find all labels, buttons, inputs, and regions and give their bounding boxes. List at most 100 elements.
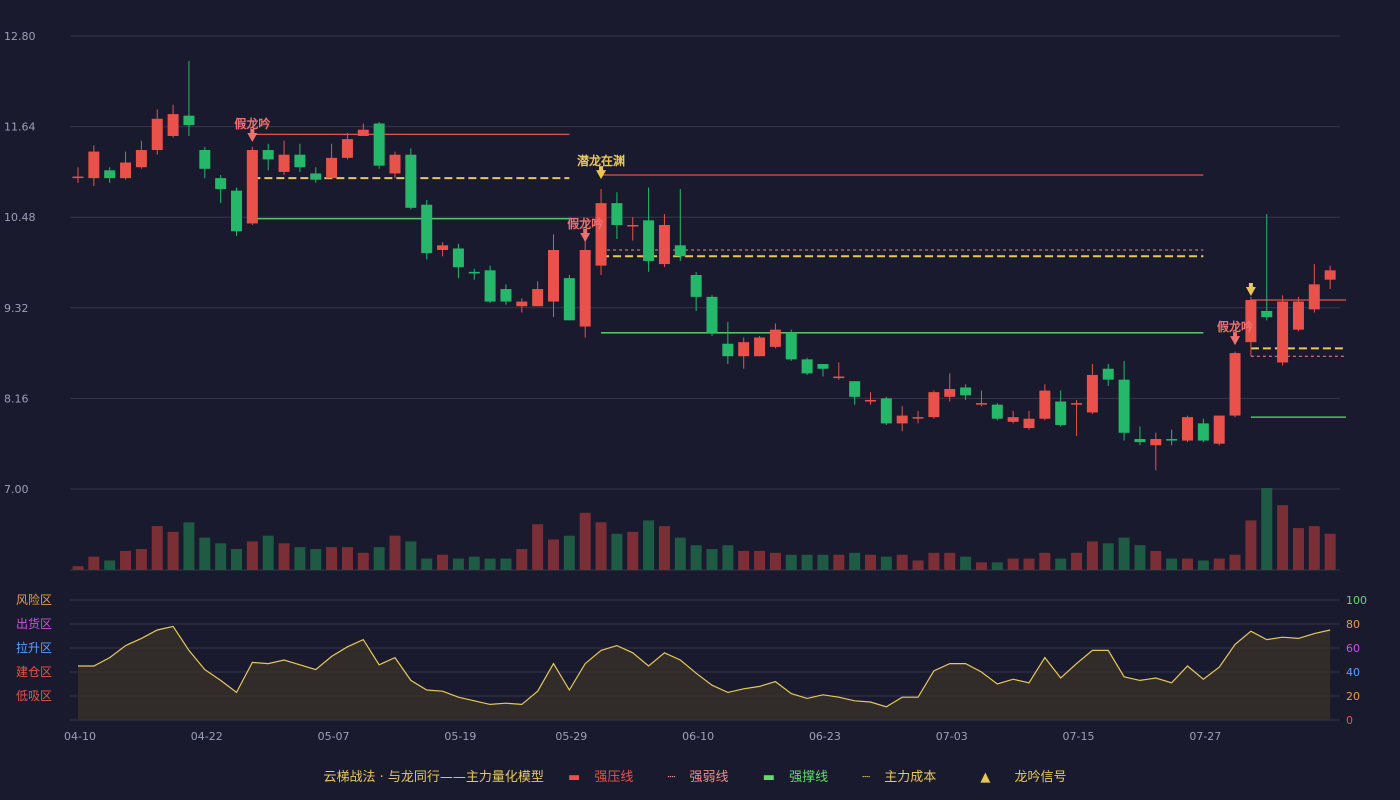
volume-bar <box>1324 533 1336 570</box>
oscillator-zone-label: 风险区 <box>16 592 52 607</box>
candle-body <box>849 381 861 397</box>
volume-bar <box>833 554 845 570</box>
candle-body <box>1023 418 1035 429</box>
volume-bar <box>754 550 766 570</box>
volume-bar <box>880 556 892 570</box>
volume-bar <box>595 522 607 570</box>
candle-body <box>1134 439 1146 443</box>
volume-bar <box>1118 537 1130 570</box>
volume-bar <box>1261 488 1273 570</box>
volume-bar <box>785 554 797 570</box>
candle-body <box>611 203 623 226</box>
volume-bar <box>1007 558 1019 570</box>
legend-pressure-label: 强压线 <box>594 770 634 785</box>
volume-bar <box>389 535 401 570</box>
date-tick-label: 06-10 <box>682 730 714 743</box>
volume-bar <box>1086 541 1098 570</box>
volume-bar <box>88 556 100 570</box>
volume-bar <box>246 541 258 570</box>
volume-bar <box>326 547 338 570</box>
volume-bar <box>294 547 306 570</box>
date-tick-label: 04-22 <box>191 730 223 743</box>
candle-body <box>373 123 385 166</box>
legend-weak: ┈ 强弱线 <box>667 770 729 785</box>
legend-model-title: 云梯战法 · 与龙同行——主力量化模型 <box>323 770 544 785</box>
candle-body <box>975 403 987 405</box>
oscillator-line <box>78 625 1331 708</box>
candle-body <box>1007 417 1019 422</box>
volume-bar <box>706 549 718 570</box>
candle-body <box>452 248 464 268</box>
candle-body <box>1166 439 1178 441</box>
price-tick-label: 10.48 <box>4 211 36 224</box>
candle-body <box>1292 301 1304 330</box>
volume-bar <box>722 545 734 570</box>
volume-bar <box>1277 505 1289 570</box>
candle-body <box>960 387 972 396</box>
candle-body <box>833 376 845 379</box>
legend-signal-label: 龙吟信号 <box>1014 770 1067 785</box>
volume-bar <box>151 526 163 570</box>
candle-body <box>674 245 686 257</box>
price-tick-label: 7.00 <box>4 483 29 496</box>
volume-bar <box>738 550 750 570</box>
volume-bar <box>341 547 353 570</box>
legend-pressure: ▬ 强压线 <box>567 770 634 785</box>
candle-body <box>817 364 829 369</box>
date-tick-label: 05-19 <box>444 730 476 743</box>
candle-body <box>1071 403 1083 405</box>
candle-body <box>1261 310 1273 318</box>
candle-body <box>341 139 353 158</box>
legend-support-label: 强撑线 <box>789 770 829 785</box>
oscillator-tick-label: 100 <box>1346 594 1367 607</box>
volume-bar <box>167 531 179 570</box>
candle-body <box>595 203 607 266</box>
legend-cost-label: 主力成本 <box>884 770 937 785</box>
candle-body <box>1197 423 1209 441</box>
volume-bar <box>1292 528 1304 570</box>
candle-body <box>278 154 290 172</box>
candle-body <box>120 162 132 179</box>
candle-body <box>1324 270 1336 280</box>
candle-body <box>880 398 892 424</box>
volume-bar <box>135 549 147 570</box>
volume-bar <box>310 549 322 570</box>
candle-body <box>563 278 575 321</box>
candle-body <box>151 118 163 151</box>
date-tick-label: 07-15 <box>1063 730 1095 743</box>
candle-body <box>532 289 544 307</box>
volume-bar <box>468 556 480 570</box>
candle-body <box>627 225 639 227</box>
volume-bar <box>1023 558 1035 570</box>
volume-bar <box>658 526 670 570</box>
oscillator-tick-label: 80 <box>1346 618 1360 631</box>
volume-bar <box>548 539 559 570</box>
volume-bar <box>421 558 433 570</box>
down-arrow-icon <box>596 166 607 180</box>
candle-body <box>1118 379 1130 433</box>
volume-bar <box>975 562 987 570</box>
candle-body <box>389 154 401 174</box>
signal-annotation-label: 假龙吟 <box>1217 319 1253 334</box>
candle-body <box>135 150 147 168</box>
candle-body <box>437 245 449 251</box>
oscillator-tick-label: 40 <box>1346 666 1360 679</box>
signal-annotation-label: 假龙吟 <box>234 116 270 131</box>
candle-body <box>754 337 766 357</box>
price-tick-label: 11.64 <box>4 121 36 134</box>
volume-bar <box>563 535 575 570</box>
candle-body <box>785 332 797 360</box>
candle-body <box>944 389 956 397</box>
price-tick-label: 8.16 <box>4 392 29 405</box>
candle-body <box>215 178 227 190</box>
candle-body <box>1245 299 1257 343</box>
candle-body <box>1182 417 1193 441</box>
candle-body <box>421 204 433 254</box>
candle-body <box>183 115 195 126</box>
date-tick-label: 05-07 <box>318 730 350 743</box>
volume-bar <box>452 558 464 570</box>
volume-bar <box>484 558 496 570</box>
candle-body <box>246 150 258 224</box>
candle-body <box>294 154 306 168</box>
